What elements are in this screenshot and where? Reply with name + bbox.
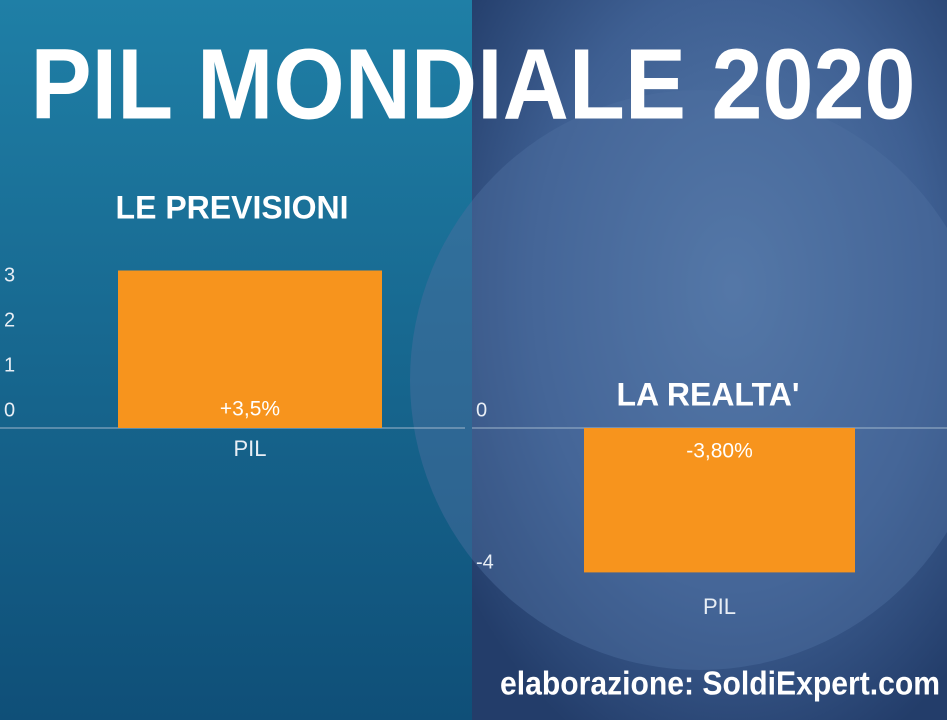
x-tick-label: PIL: [703, 594, 736, 619]
chart-title: LA REALTA': [617, 376, 800, 412]
bar: [584, 428, 855, 573]
y-tick-label: 1: [4, 354, 15, 376]
value-label: -3,80%: [686, 440, 753, 463]
value-label: +3,5%: [220, 398, 280, 421]
y-tick-label: 2: [4, 309, 15, 331]
main-title: PIL MONDIALE 2020: [31, 28, 916, 140]
chart-title: LE PREVISIONI: [116, 189, 349, 225]
bar: [118, 270, 382, 428]
credit: elaborazione: SoldiExpert.com: [500, 665, 940, 702]
y-tick-label: 3: [4, 264, 15, 286]
right-background: [472, 0, 947, 720]
y-tick-label: 0: [4, 399, 15, 421]
x-tick-label: PIL: [233, 436, 266, 461]
y-tick-label: 0: [476, 399, 487, 421]
y-tick-label: -4: [476, 551, 494, 573]
